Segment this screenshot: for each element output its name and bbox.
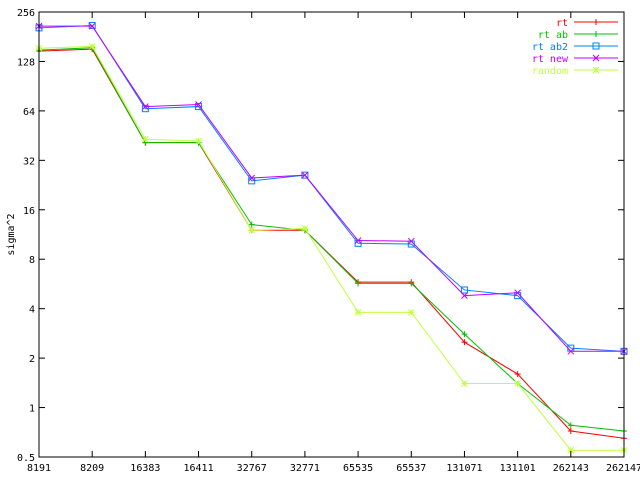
x-tick-label: 16383 [130,463,160,474]
x-tick-label: 131071 [446,463,482,474]
legend-label-rt-ab: rt ab [538,30,568,41]
data-point-rt-new [142,103,149,110]
data-point-rt-new [301,171,309,179]
x-tick-label: 16411 [183,463,213,474]
data-point-random [248,226,256,234]
legend-label-rt-ab2: rt ab2 [532,42,568,53]
data-point-rt-new [407,237,415,245]
x-tick-label: 65537 [396,463,426,474]
axis-ticks: 0.5 1 2 4 8 16 32 64 128 256 8191 8209 16383 16411 327… [17,8,640,474]
x-tick-label: 32767 [237,463,267,474]
data-point-random [142,135,149,143]
data-point-random [195,137,202,145]
y-tick-label: 8 [29,255,35,266]
series-line-rt-ab [38,47,625,432]
series-line-rt-new [39,25,624,352]
x-tick-label: 262147 [606,463,640,474]
data-point-random [88,43,96,50]
data-point-rt-ab2 [460,286,468,294]
x-tick-label: 8191 [27,463,51,474]
legend-label-rt: rt [556,18,568,29]
legend-label-random: random [532,66,568,77]
data-point-random [567,446,575,454]
legend-marker-random [592,66,600,74]
x-tick-label: 65535 [343,463,373,474]
data-point-random [514,380,521,387]
data-point-random [354,308,362,316]
series-rt-new [35,22,628,355]
data-point-rt-ab2 [195,103,203,111]
y-tick-label: 2 [29,354,35,365]
y-tick-label: 32 [23,156,35,167]
data-point-rt-new [514,289,521,297]
legend-marker-rt-new [592,54,600,62]
y-tick-label: 64 [23,107,35,118]
data-point-rt-new [461,292,468,300]
data-point-rt-new [195,101,202,108]
y-tick-label: 16 [23,206,35,217]
data-point-rt-new [248,174,256,182]
x-tick-label: 131101 [500,463,536,474]
data-point-random [301,225,309,232]
data-point-random [461,380,468,387]
data-point-rt-new [88,22,96,30]
data-point-random [407,308,415,316]
data-point-rt-ab2 [88,21,96,29]
series-line-random [38,45,624,451]
x-tick-label: 8209 [80,463,104,474]
x-tick-label: 262143 [553,463,589,474]
y-axis-label: sigma^2 [6,213,17,255]
y-tick-label: 1 [29,404,35,415]
legend-label-rt-new: rt new [532,54,569,65]
series-line-rt-ab2 [38,24,625,352]
data-point-rt-new [354,237,362,244]
y-tick-label: 256 [17,8,35,19]
y-tick-label: 4 [29,305,35,316]
y-tick-label: 128 [17,57,35,68]
data-point-rt-new [567,347,575,355]
plot-frame [38,11,625,458]
x-tick-label: 32771 [290,463,320,474]
y-tick-label: 0.5 [17,453,35,464]
legend-marker-rt-ab2 [592,42,600,50]
